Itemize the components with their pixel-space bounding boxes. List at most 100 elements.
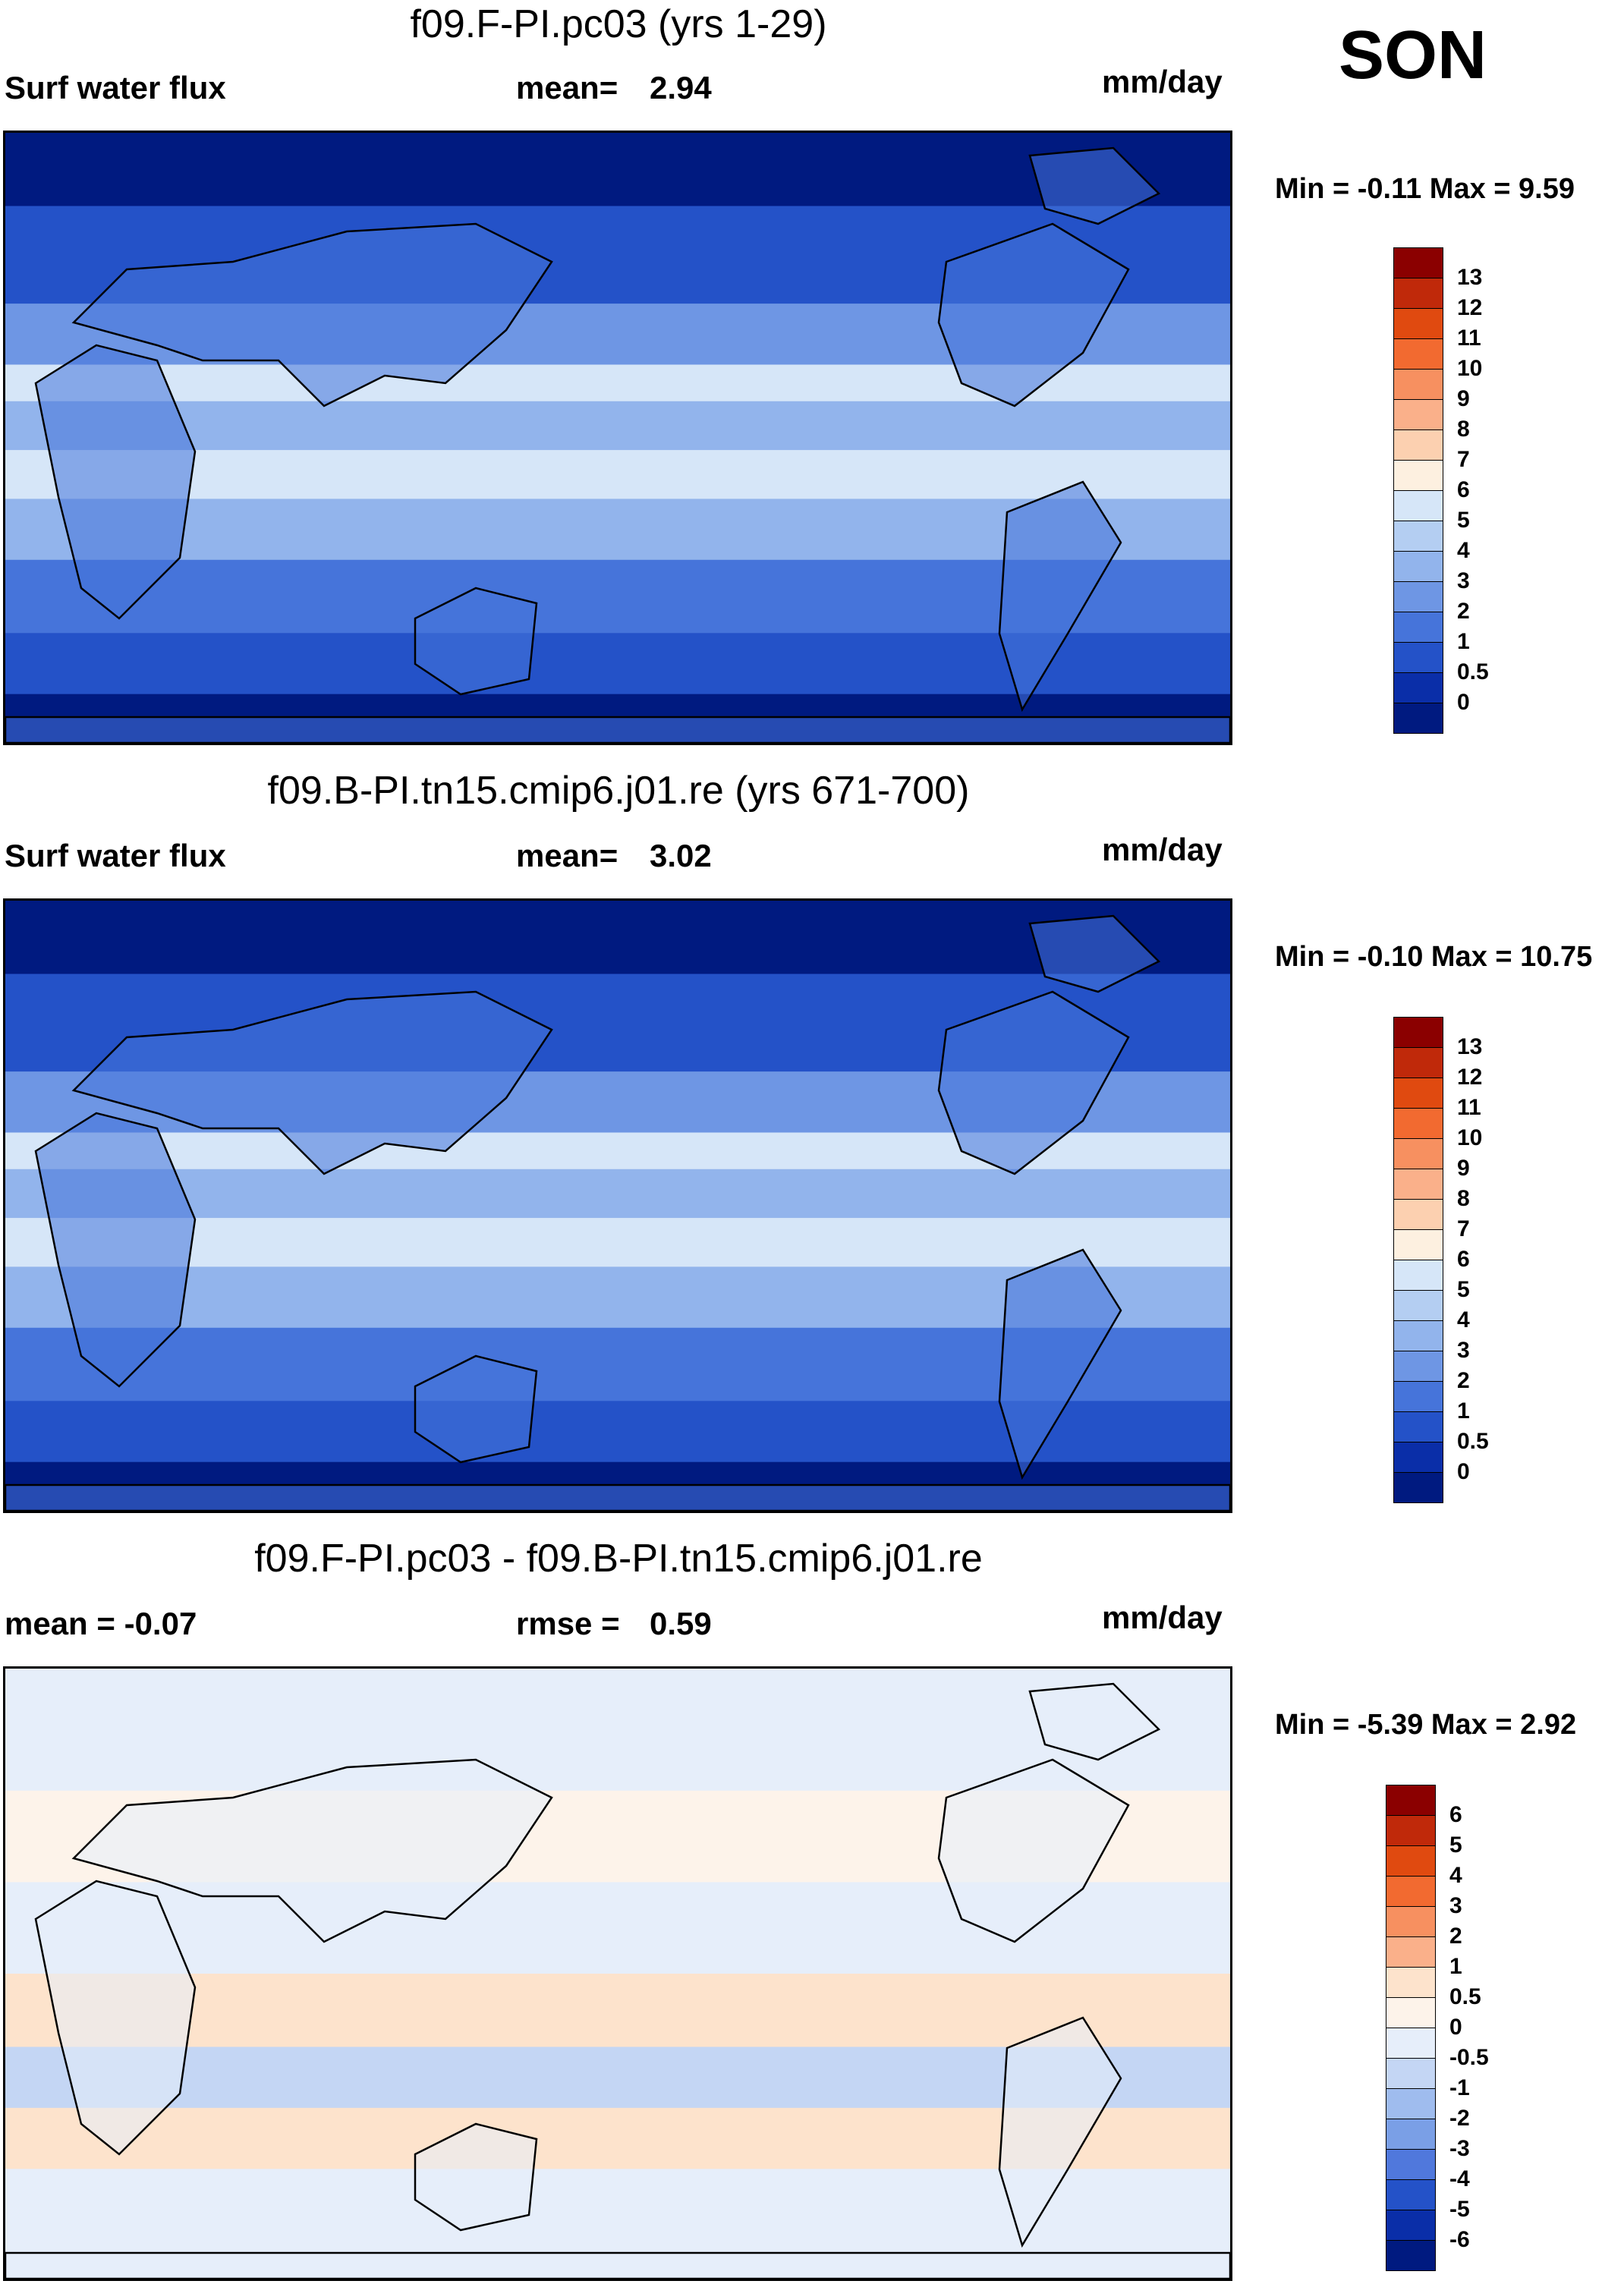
- continent-outline: [414, 1354, 538, 1464]
- colorbar-tick-label: 9: [1457, 1156, 1470, 1181]
- colorbar-tick-label: 1: [1449, 1954, 1462, 1979]
- colorbar-swatch: [1386, 1936, 1436, 1968]
- colorbar-tick-label: 5: [1457, 508, 1470, 533]
- colorbar-swatch: [1386, 1906, 1436, 1937]
- mean-label: mean=: [516, 70, 618, 105]
- colorbar-tick-label: 12: [1457, 1065, 1483, 1090]
- colorbar-swatch: [1386, 2119, 1436, 2150]
- continent-outline: [1028, 914, 1161, 993]
- min-max-label: Min = -5.39 Max = 2.92: [1275, 1709, 1577, 1741]
- colorbar-tick-label: 3: [1457, 568, 1470, 593]
- colorbar-swatch: [1393, 460, 1443, 491]
- mean-value: 3.02: [650, 838, 712, 873]
- continent-outline: [1028, 1682, 1161, 1761]
- colorbar-swatch: [1393, 521, 1443, 552]
- colorbar-tick-label: -5: [1449, 2197, 1470, 2222]
- colorbar-tick-label: 3: [1457, 1338, 1470, 1363]
- colorbar-tick-label: 2: [1457, 1368, 1470, 1393]
- colorbar-swatch: [1393, 1229, 1443, 1260]
- colorbar-swatch: [1393, 581, 1443, 612]
- field-band: [5, 1218, 1230, 1268]
- colorbar-tick-label: 5: [1457, 1277, 1470, 1302]
- colorbar-tick-label: 0: [1449, 2015, 1462, 2040]
- field-band: [5, 401, 1230, 451]
- colorbar-swatch: [1393, 1411, 1443, 1442]
- variable-label: Surf water flux: [5, 70, 226, 105]
- world-map: [3, 1666, 1232, 2281]
- colorbar-tick-label: -4: [1449, 2166, 1470, 2191]
- colorbar-swatch: [1393, 1381, 1443, 1412]
- colorbar-swatch: [1386, 1967, 1436, 1998]
- field-band: [5, 901, 1230, 975]
- colorbar-tick-label: 5: [1449, 1833, 1462, 1858]
- colorbar-tick-label: 7: [1457, 1216, 1470, 1241]
- colorbar-tick-label: -3: [1449, 2136, 1470, 2161]
- mean-label: mean = -0.07: [5, 1606, 197, 1641]
- continent-outline: [937, 1758, 1130, 1943]
- field-band: [5, 1169, 1230, 1219]
- continent-outline: [34, 1880, 197, 2156]
- colorbar-tick-label: 6: [1457, 1247, 1470, 1272]
- world-map: [3, 898, 1232, 1513]
- colorbar-tick-label: 1: [1457, 629, 1470, 654]
- colorbar-swatch: [1393, 1108, 1443, 1139]
- colorbar-tick-label: 11: [1457, 326, 1481, 351]
- min-max-label: Min = -0.10 Max = 10.75: [1275, 941, 1593, 973]
- colorbar-tick-label: 6: [1457, 477, 1470, 502]
- continent-outline: [34, 344, 197, 620]
- mean-label: mean=: [516, 838, 618, 873]
- continent-outline: [34, 1112, 197, 1388]
- season-label: SON: [1339, 17, 1487, 93]
- colorbar-swatch: [1393, 551, 1443, 582]
- colorbar-swatch: [1393, 612, 1443, 643]
- colorbar-swatch: [1393, 338, 1443, 370]
- colorbar-swatch: [1393, 1472, 1443, 1503]
- colorbar-swatch: [1393, 1320, 1443, 1351]
- colorbar-swatch: [1393, 399, 1443, 430]
- continent-outline: [5, 1483, 1230, 1511]
- panel-title: f09.F-PI.pc03 - f09.B-PI.tn15.cmip6.j01.…: [254, 1537, 983, 1581]
- colorbar-swatch: [1393, 429, 1443, 461]
- field-band: [5, 1974, 1230, 2048]
- colorbar-swatch: [1393, 1017, 1443, 1048]
- colorbar-swatch: [1386, 1845, 1436, 1877]
- colorbar-tick-label: -6: [1449, 2227, 1470, 2252]
- units-label: mm/day: [1102, 1600, 1223, 1635]
- colorbar-swatch: [1393, 490, 1443, 521]
- colorbar-tick-label: 10: [1457, 1125, 1483, 1150]
- field-band: [5, 133, 1230, 207]
- variable-label: Surf water flux: [5, 838, 226, 873]
- continent-outline: [5, 716, 1230, 743]
- colorbar-tick-label: 6: [1449, 1802, 1462, 1827]
- colorbar-tick-label: 12: [1457, 295, 1483, 320]
- colorbar-tick-label: -0.5: [1449, 2045, 1489, 2070]
- colorbar-swatch: [1393, 1047, 1443, 1078]
- colorbar-tick-label: 10: [1457, 356, 1483, 381]
- colorbar-tick-label: 2: [1457, 599, 1470, 624]
- colorbar-tick-label: 4: [1457, 1307, 1470, 1332]
- colorbar-swatch: [1386, 1785, 1436, 1816]
- colorbar-swatch: [1393, 642, 1443, 673]
- colorbar-tick-label: 11: [1457, 1095, 1481, 1120]
- colorbar-tick-label: -1: [1449, 2075, 1470, 2100]
- colorbar-swatch: [1393, 1138, 1443, 1169]
- colorbar-swatch: [1386, 1815, 1436, 1846]
- continent-outline: [998, 1248, 1122, 1480]
- colorbar-tick-label: 4: [1457, 538, 1470, 563]
- colorbar-tick-label: 13: [1457, 1034, 1483, 1059]
- colorbar-swatch: [1393, 703, 1443, 734]
- panel-title: f09.B-PI.tn15.cmip6.j01.re (yrs 671-700): [267, 769, 970, 813]
- rmse-value: 0.59: [650, 1606, 712, 1641]
- colorbar-tick-label: 0.5: [1449, 1984, 1481, 2009]
- continent-outline: [1028, 146, 1161, 225]
- colorbar-swatch: [1386, 2088, 1436, 2119]
- continent-outline: [414, 587, 538, 696]
- colorbar-swatch: [1386, 2058, 1436, 2089]
- continent-outline: [998, 2016, 1122, 2248]
- colorbar-swatch: [1393, 247, 1443, 278]
- colorbar-tick-label: 7: [1457, 447, 1470, 472]
- units-label: mm/day: [1102, 832, 1223, 867]
- continent-outline: [414, 2122, 538, 2232]
- colorbar-tick-label: 8: [1457, 417, 1470, 442]
- colorbar-tick-label: 9: [1457, 386, 1470, 411]
